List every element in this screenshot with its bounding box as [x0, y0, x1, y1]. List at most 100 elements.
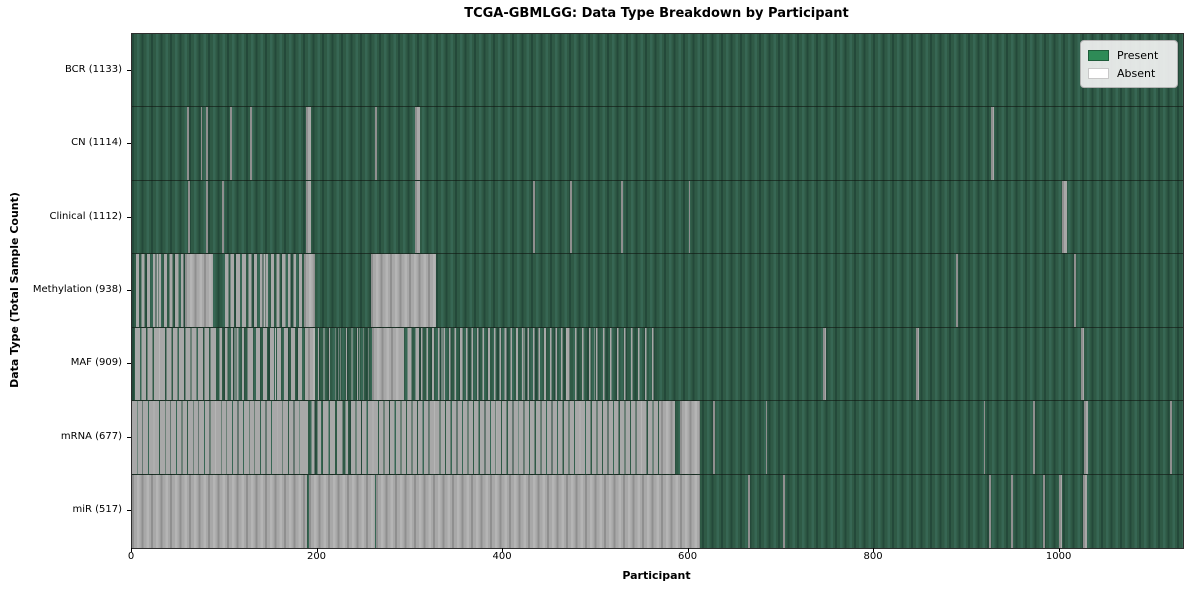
segment-absent [688, 180, 691, 254]
segment-mixed [135, 254, 185, 327]
segment-absent [1083, 401, 1089, 474]
x-tick-label-200: 200 [306, 551, 327, 562]
y-tick-label-Methylation: Methylation (938) [32, 284, 122, 295]
segment-absent [1073, 254, 1077, 327]
heatmap-row-Methylation [132, 254, 1183, 328]
segment-absent [372, 327, 401, 401]
heatmap-row-CN [132, 107, 1183, 181]
x-tick-label-0: 0 [127, 551, 135, 562]
y-tick-label-BCR: BCR (1133) [64, 63, 122, 75]
segment-absent [306, 107, 311, 180]
legend-swatch-icon [1088, 67, 1109, 79]
heatmap-row-MAF [132, 327, 1183, 402]
x-tick-mark [316, 548, 318, 552]
segment-absent [915, 327, 919, 401]
segment-absent [983, 401, 986, 474]
heatmap-row-BCR [132, 34, 1183, 108]
legend-label: Present [1117, 48, 1159, 62]
segment-absent [1032, 401, 1035, 474]
y-tick-label-Clinical: Clinical (1112) [49, 210, 123, 222]
segment-absent [1170, 401, 1172, 474]
segment-absent [206, 180, 209, 254]
segment-mixed [213, 327, 249, 401]
segment-absent [955, 254, 959, 327]
segment-mixed [305, 401, 324, 474]
x-tick-mark [502, 548, 504, 552]
x-tick-mark [131, 548, 132, 552]
x-tick-label-800: 800 [863, 551, 883, 562]
segment-absent [990, 107, 994, 180]
segment-absent [783, 474, 786, 548]
segment-absent [249, 107, 252, 180]
x-tick-mark [687, 548, 689, 552]
legend: Present Absent [1080, 40, 1178, 88]
legend-swatch-icon [1088, 49, 1109, 61]
segment-absent [221, 180, 224, 254]
segment-absent [200, 107, 203, 180]
segment-absent [989, 474, 991, 548]
heatmap-row-miR [132, 474, 1183, 548]
segment-absent [376, 474, 700, 548]
y-tick-label-CN: CN (1114) [71, 137, 122, 149]
segment-absent [306, 180, 311, 254]
segment-absent [1011, 474, 1014, 548]
segment-mixed [350, 401, 661, 474]
segment-absent [206, 107, 209, 180]
segment-absent [132, 474, 308, 548]
segment-mixed [323, 401, 340, 474]
x-tick-mark [873, 548, 875, 552]
segment-absent [680, 401, 700, 474]
y-tick-mark [127, 436, 131, 438]
segment-absent [712, 401, 715, 474]
y-tick-mark [127, 143, 131, 145]
segment-absent [1058, 474, 1063, 548]
x-tick-mark [1058, 548, 1060, 552]
segment-absent [765, 401, 768, 474]
x-axis-label: Participant [622, 569, 691, 582]
segment-absent [1042, 474, 1045, 548]
segment-absent [1062, 180, 1068, 254]
x-tick-label-400: 400 [492, 551, 512, 562]
segment-mixed [132, 401, 306, 474]
segment-absent [371, 254, 437, 327]
segment-absent [620, 180, 623, 254]
heatmap-row-Clinical [132, 180, 1183, 255]
segment-absent [1080, 327, 1084, 401]
segment-mixed [567, 327, 657, 401]
segment-mixed [224, 254, 244, 327]
segment-absent [303, 254, 315, 327]
heatmap-row-mRNA [132, 401, 1183, 475]
x-tick-label-600: 600 [678, 551, 698, 562]
chart-title: TCGA-GBMLGG: Data Type Breakdown by Part… [464, 6, 849, 21]
segment-mixed [421, 327, 568, 401]
segment-absent [414, 107, 420, 180]
segment-mixed [339, 401, 351, 474]
legend-item-absent: Absent [1088, 64, 1169, 82]
y-tick-mark [127, 290, 131, 291]
y-tick-label-miR: miR (517) [72, 504, 122, 516]
segment-absent [747, 474, 750, 548]
segment-absent [532, 180, 535, 254]
y-tick-mark [127, 510, 131, 512]
y-tick-label-MAF: MAF (909) [70, 357, 122, 369]
y-tick-mark [127, 69, 131, 71]
segment-mixed [400, 327, 422, 401]
y-tick-mark [127, 363, 131, 365]
segment-absent [375, 107, 377, 180]
segment-absent [660, 401, 675, 474]
segment-absent [308, 327, 315, 401]
segment-absent [414, 180, 420, 254]
segment-absent [1082, 474, 1087, 548]
legend-label: Absent [1117, 66, 1156, 80]
segment-absent [187, 180, 190, 254]
segment-absent [823, 327, 826, 401]
segment-mixed [134, 327, 214, 401]
y-tick-mark [127, 216, 131, 218]
legend-item-present: Present [1088, 46, 1169, 64]
segment-absent [186, 107, 189, 180]
segment-absent [184, 254, 213, 327]
segment-absent [308, 474, 376, 548]
segment-mixed [317, 327, 373, 401]
y-tick-label-mRNA: mRNA (677) [60, 430, 122, 442]
